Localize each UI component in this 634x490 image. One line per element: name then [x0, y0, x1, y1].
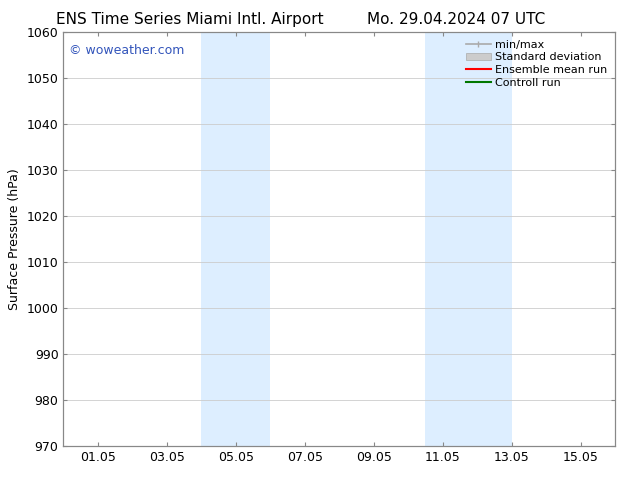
- Bar: [202, 32, 270, 446]
- Y-axis label: Surface Pressure (hPa): Surface Pressure (hPa): [8, 168, 21, 310]
- Text: Mo. 29.04.2024 07 UTC: Mo. 29.04.2024 07 UTC: [367, 12, 546, 27]
- Text: ENS Time Series Miami Intl. Airport: ENS Time Series Miami Intl. Airport: [56, 12, 324, 27]
- Legend: min/max, Standard deviation, Ensemble mean run, Controll run: min/max, Standard deviation, Ensemble me…: [464, 37, 609, 90]
- Bar: [425, 32, 512, 446]
- Text: © woweather.com: © woweather.com: [69, 44, 184, 57]
